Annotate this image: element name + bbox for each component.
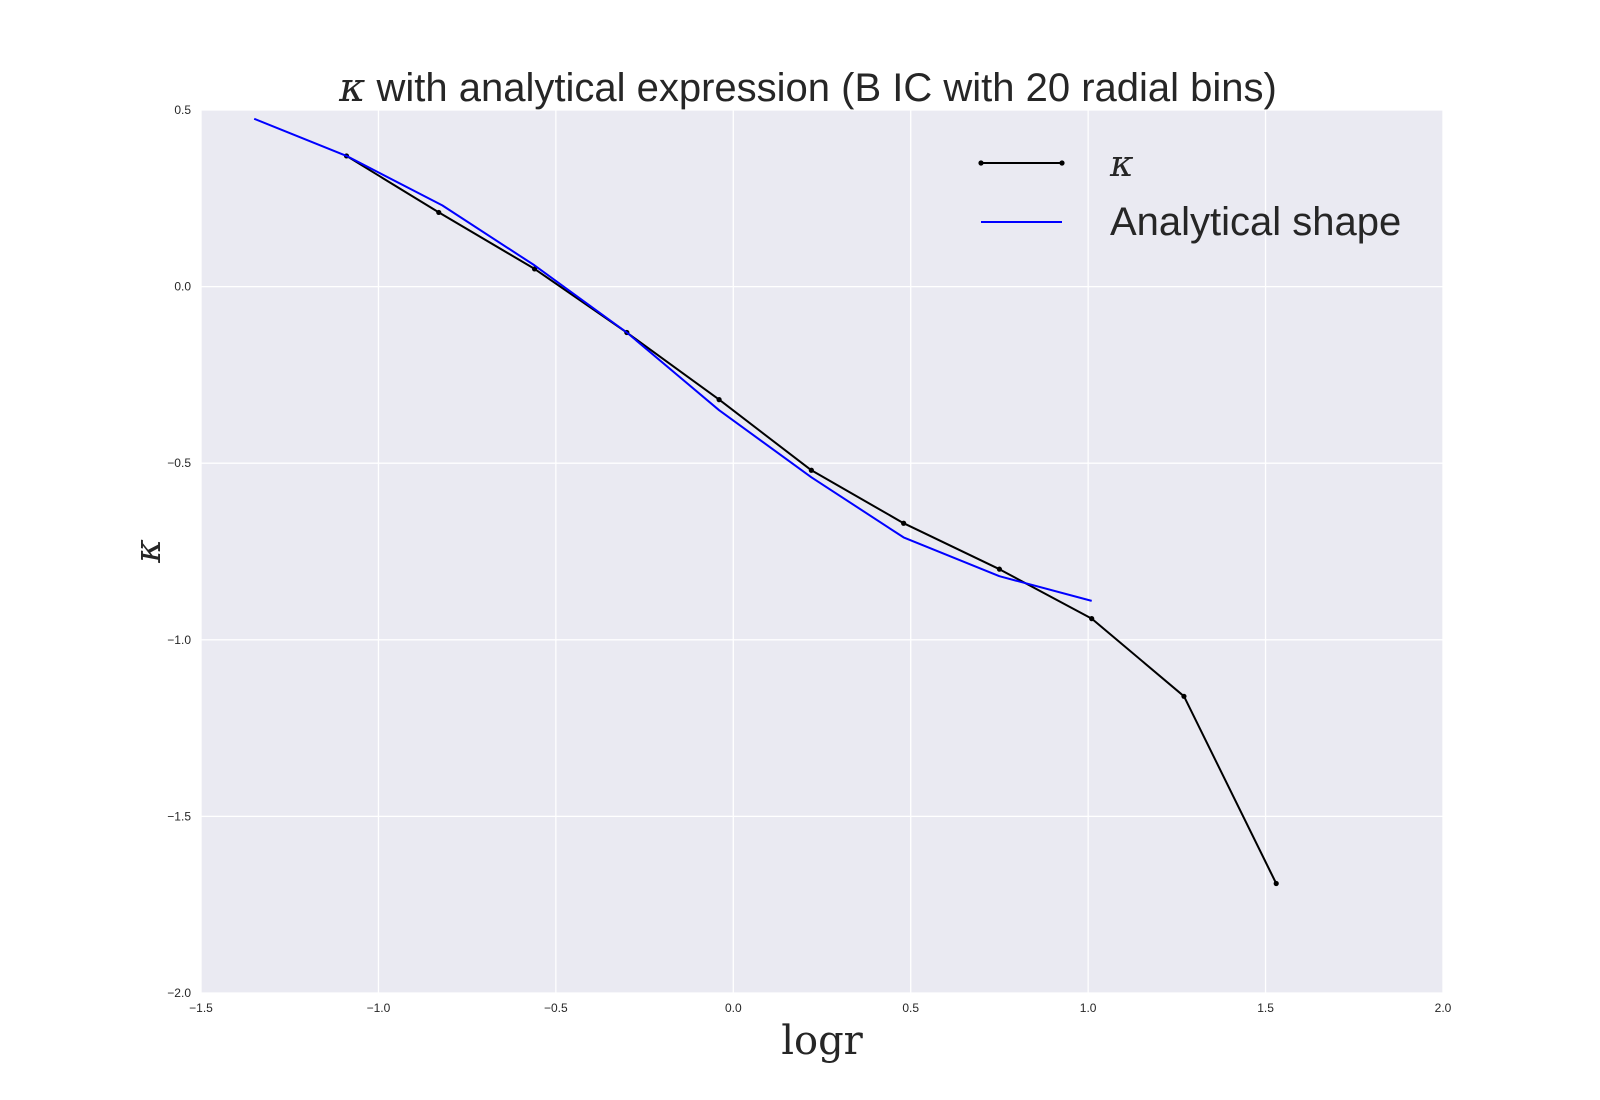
chart-title: κ with analytical expression (B IC with … — [338, 65, 1277, 111]
data-point — [1089, 616, 1095, 622]
legend-label: κ — [1109, 144, 1134, 185]
series-analytical-shape — [253, 117, 1092, 602]
data-point — [716, 397, 722, 403]
data-point — [1181, 693, 1187, 699]
x-tick-label: −1.0 — [367, 1001, 391, 1015]
legend-item: κ — [978, 144, 1134, 185]
legend-marker — [978, 160, 984, 166]
data-point — [436, 209, 442, 216]
y-tick-label: −0.5 — [167, 456, 191, 470]
data-point — [996, 566, 1003, 572]
data-point — [531, 266, 538, 272]
legend-marker — [1059, 160, 1065, 166]
series-line — [253, 117, 1092, 602]
x-tick-label: 1.5 — [1257, 1001, 1274, 1015]
legend: κ Analytical shape — [978, 144, 1401, 244]
y-tick-label: −1.0 — [167, 633, 191, 647]
y-axis-label: κ — [128, 539, 169, 564]
y-tick-label: −1.5 — [167, 809, 191, 823]
data-point — [1273, 880, 1279, 887]
data-point — [808, 467, 814, 473]
legend-label: Analytical shape — [1110, 200, 1401, 244]
x-tick-labels: −1.5 −1.0 −0.5 0.0 0.5 1.0 1.5 2.0 — [189, 1001, 1452, 1015]
x-tick-label: 0.0 — [725, 1001, 742, 1015]
y-tick-labels: 0.5 0.0 −0.5 −1.0 −1.5 −2.0 — [167, 103, 191, 1000]
data-series — [253, 117, 1279, 887]
gridlines — [200, 109, 1444, 994]
plot-area — [201, 110, 1443, 993]
y-tick-label: 0.5 — [174, 103, 191, 117]
x-tick-label: −1.5 — [189, 1001, 213, 1015]
x-tick-label: 1.0 — [1080, 1001, 1097, 1015]
x-tick-label: 2.0 — [1435, 1001, 1452, 1015]
x-axis-label: logr — [781, 1018, 863, 1064]
x-tick-label: −0.5 — [544, 1001, 568, 1015]
y-tick-label: −2.0 — [167, 986, 191, 1000]
x-tick-label: 0.5 — [902, 1001, 919, 1015]
data-point — [901, 520, 907, 526]
y-tick-label: 0.0 — [174, 280, 191, 294]
legend-item: Analytical shape — [981, 200, 1401, 244]
